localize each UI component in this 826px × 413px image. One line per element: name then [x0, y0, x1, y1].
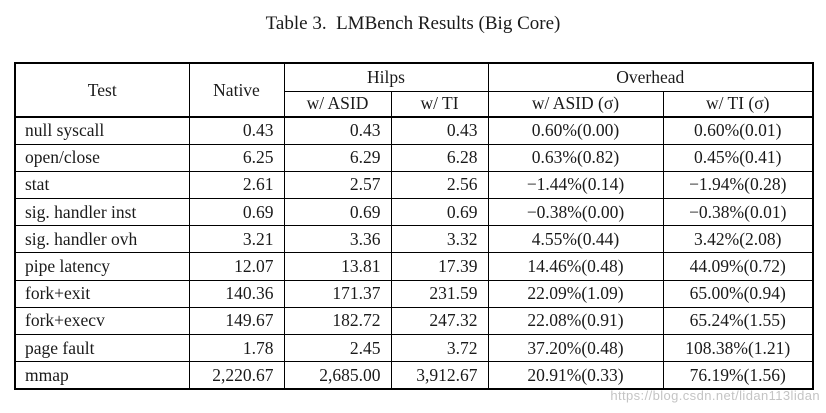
- header-sub-row: w/ ASID w/ TI w/ ASID (σ) w/ TI (σ): [15, 90, 814, 118]
- native-value: 2.61: [188, 170, 285, 200]
- overhead-asid-value: 22.08%(0.91): [487, 306, 664, 336]
- table-row: sig. handler inst 0.69 0.69 0.69 −0.38%(…: [14, 198, 814, 227]
- overhead-ti-value: 108.38%(1.21): [662, 333, 814, 363]
- row-label: pipe latency: [14, 252, 190, 281]
- hilps-ti-value: 0.43: [390, 116, 489, 145]
- overhead-ti-value: 0.45%(0.41): [662, 143, 814, 172]
- hilps-asid-value: 3.36: [283, 225, 392, 254]
- row-label: null syscall: [14, 116, 190, 145]
- overhead-asid-value: 14.46%(0.48): [487, 252, 664, 281]
- row-label: page fault: [14, 333, 190, 363]
- native-value: 0.69: [188, 198, 285, 227]
- row-label: mmap: [14, 361, 190, 390]
- hilps-ti-value: 3,912.67: [390, 361, 489, 390]
- native-value: 140.36: [188, 279, 285, 308]
- overhead-asid-value: −1.44%(0.14): [487, 170, 664, 200]
- overhead-ti-value: 44.09%(0.72): [662, 252, 814, 281]
- header-hilps-asid: w/ ASID: [283, 90, 392, 118]
- header-test: Test: [14, 62, 190, 118]
- table-row: stat 2.61 2.57 2.56 −1.44%(0.14) −1.94%(…: [14, 170, 814, 200]
- hilps-asid-value: 2,685.00: [283, 361, 392, 390]
- header-overhead-ti: w/ TI (σ): [662, 90, 814, 118]
- row-label: fork+exit: [14, 279, 190, 308]
- table-row: open/close 6.25 6.29 6.28 0.63%(0.82) 0.…: [14, 143, 814, 172]
- overhead-ti-value: 65.24%(1.55): [662, 306, 814, 336]
- table-row: pipe latency 12.07 13.81 17.39 14.46%(0.…: [14, 252, 814, 281]
- header-overhead: Overhead: [487, 62, 814, 92]
- hilps-asid-value: 6.29: [283, 143, 392, 172]
- header-hilps: Hilps: [283, 62, 489, 92]
- hilps-asid-value: 182.72: [283, 306, 392, 336]
- header-overhead-asid: w/ ASID (σ): [487, 90, 664, 118]
- overhead-ti-value: 0.60%(0.01): [662, 116, 814, 145]
- native-value: 149.67: [188, 306, 285, 336]
- hilps-asid-value: 0.43: [283, 116, 392, 145]
- overhead-ti-value: 65.00%(0.94): [662, 279, 814, 308]
- native-value: 2,220.67: [188, 361, 285, 390]
- overhead-asid-value: 22.09%(1.09): [487, 279, 664, 308]
- overhead-ti-value: 76.19%(1.56): [662, 361, 814, 390]
- lmbench-results-table: Test Native Hilps Overhead w/ ASID w/ TI…: [14, 62, 814, 390]
- overhead-ti-value: −1.94%(0.28): [662, 170, 814, 200]
- overhead-ti-value: −0.38%(0.01): [662, 198, 814, 227]
- native-value: 3.21: [188, 225, 285, 254]
- native-value: 1.78: [188, 333, 285, 363]
- table-caption: Table 3. LMBench Results (Big Core): [265, 13, 561, 34]
- overhead-asid-value: 20.91%(0.33): [487, 361, 664, 390]
- table-row: fork+execv 149.67 182.72 247.32 22.08%(0…: [14, 306, 814, 336]
- hilps-asid-value: 2.45: [283, 333, 392, 363]
- header-hilps-ti: w/ TI: [390, 90, 489, 118]
- overhead-asid-value: 37.20%(0.48): [487, 333, 664, 363]
- row-label: fork+execv: [14, 306, 190, 336]
- csdn-watermark: https://blog.csdn.net/lidan113lidan: [610, 388, 820, 403]
- hilps-asid-value: 13.81: [283, 252, 392, 281]
- hilps-ti-value: 0.69: [390, 198, 489, 227]
- overhead-ti-value: 3.42%(2.08): [662, 225, 814, 254]
- table-body: null syscall 0.43 0.43 0.43 0.60%(0.00) …: [14, 116, 814, 390]
- header-native: Native: [188, 62, 285, 118]
- native-value: 6.25: [188, 143, 285, 172]
- table-row: sig. handler ovh 3.21 3.36 3.32 4.55%(0.…: [14, 225, 814, 254]
- row-label: sig. handler ovh: [14, 225, 190, 254]
- overhead-asid-value: 0.60%(0.00): [487, 116, 664, 145]
- overhead-asid-value: 0.63%(0.82): [487, 143, 664, 172]
- hilps-ti-value: 3.72: [390, 333, 489, 363]
- table-row: fork+exit 140.36 171.37 231.59 22.09%(1.…: [14, 279, 814, 308]
- table-row: null syscall 0.43 0.43 0.43 0.60%(0.00) …: [14, 116, 814, 145]
- table-header: Test Native Hilps Overhead w/ ASID w/ TI…: [14, 62, 814, 118]
- table-row: page fault 1.78 2.45 3.72 37.20%(0.48) 1…: [14, 333, 814, 363]
- overhead-asid-value: −0.38%(0.00): [487, 198, 664, 227]
- hilps-ti-value: 3.32: [390, 225, 489, 254]
- hilps-ti-value: 2.56: [390, 170, 489, 200]
- hilps-asid-value: 171.37: [283, 279, 392, 308]
- table-row: mmap 2,220.67 2,685.00 3,912.67 20.91%(0…: [14, 361, 814, 390]
- hilps-ti-value: 17.39: [390, 252, 489, 281]
- native-value: 12.07: [188, 252, 285, 281]
- row-label: open/close: [14, 143, 190, 172]
- hilps-asid-value: 2.57: [283, 170, 392, 200]
- hilps-ti-value: 247.32: [390, 306, 489, 336]
- header-group-row: Test Native Hilps Overhead: [14, 62, 814, 118]
- row-label: stat: [14, 170, 190, 200]
- native-value: 0.43: [188, 116, 285, 145]
- hilps-ti-value: 6.28: [390, 143, 489, 172]
- hilps-asid-value: 0.69: [283, 198, 392, 227]
- row-label: sig. handler inst: [14, 198, 190, 227]
- overhead-asid-value: 4.55%(0.44): [487, 225, 664, 254]
- hilps-ti-value: 231.59: [390, 279, 489, 308]
